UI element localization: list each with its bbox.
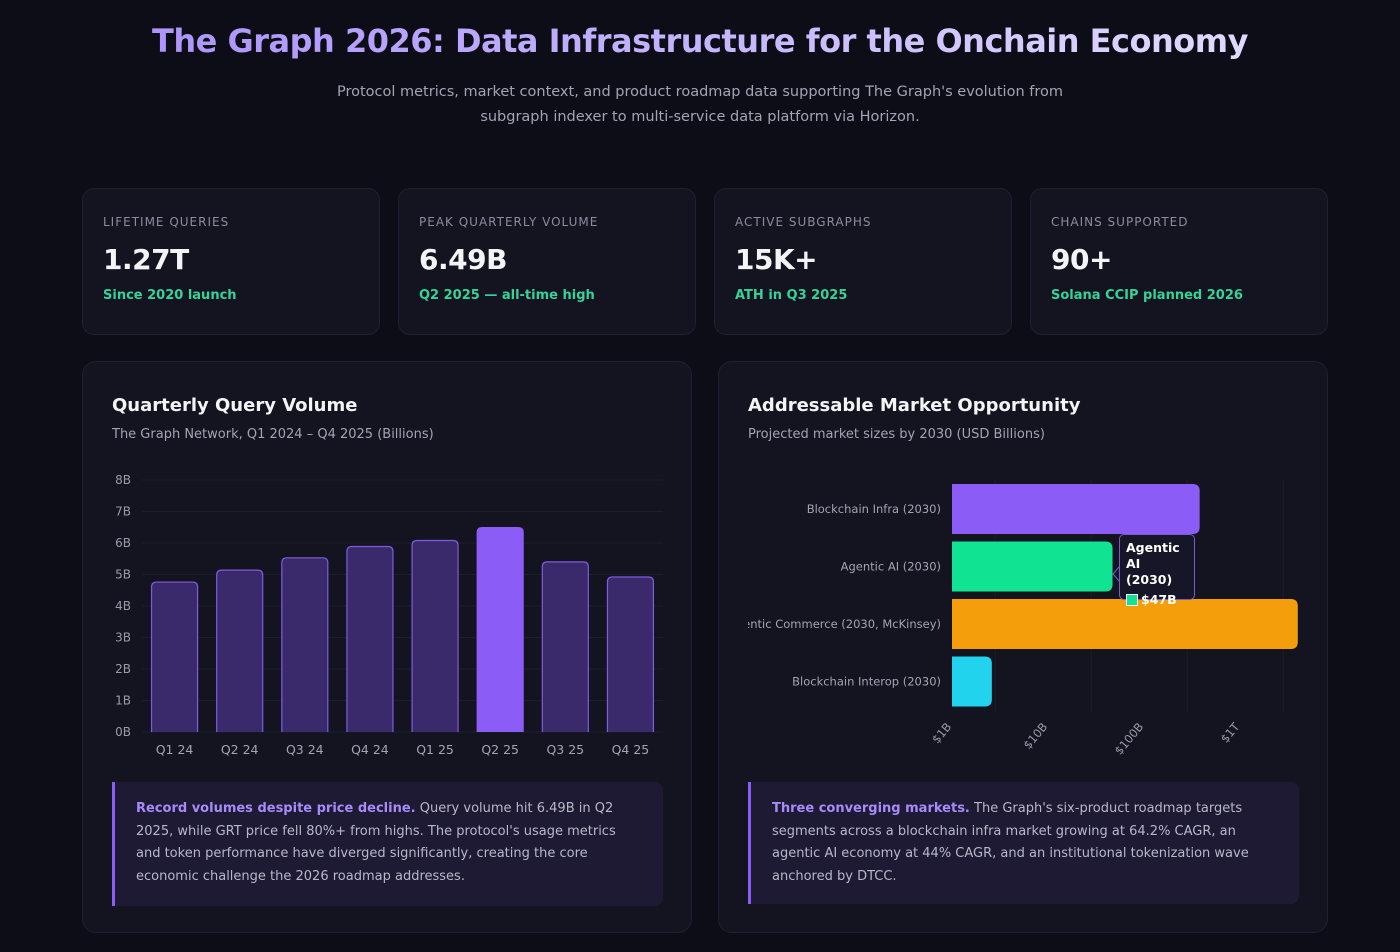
insight-note: Three converging markets. The Graph's si…: [748, 782, 1299, 904]
stat-sub: Q2 2025 — all-time high: [419, 288, 595, 303]
stat-label: PEAK QUARTERLY VOLUME: [419, 215, 599, 229]
stat-card-lifetime-queries: LIFETIME QUERIES 1.27T Since 2020 launch: [82, 188, 380, 335]
x-tick-label: Q2 25: [481, 742, 519, 757]
x-tick-label: Q2 24: [221, 742, 259, 757]
stat-card-active-subgraphs: ACTIVE SUBGRAPHS 15K+ ATH in Q3 2025: [714, 188, 1012, 335]
chart-subtitle: The Graph Network, Q1 2024 – Q4 2025 (Bi…: [112, 427, 434, 442]
chart-title: Quarterly Query Volume: [112, 395, 358, 416]
x-tick-label: Q4 25: [612, 742, 650, 757]
bar-q4-24: [346, 545, 394, 732]
tooltip-title: Agentic AI (2030): [1126, 540, 1180, 587]
x-tick-label: Q4 24: [351, 742, 389, 757]
note-heading: Three converging markets.: [772, 801, 970, 816]
bar-blockchain-infra: [952, 484, 1200, 534]
stat-value: 6.49B: [419, 243, 507, 276]
label-clip: [719, 612, 748, 642]
market-opportunity-chart[interactable]: $1B $10B $100B $1T Blockchain Infra (2030) Ag…: [719, 362, 1329, 782]
tooltip-value: $47B: [1141, 592, 1177, 607]
y-tick-label: Agentic AI (2030): [841, 560, 941, 574]
x-tick-label: Q3 25: [546, 742, 584, 757]
y-tick-label: 8B: [115, 473, 131, 487]
y-tick-label: 4B: [115, 599, 131, 613]
note-text: The Graph's six-product roadmap targets …: [772, 801, 1249, 884]
x-tick-label: Q3 24: [286, 742, 324, 757]
x-tick-label: Q1 24: [156, 742, 194, 757]
bar-q1-25: [411, 539, 459, 732]
y-tick-label: 5B: [115, 568, 131, 582]
note-text: Query volume hit 6.49B in Q2 2025, while…: [136, 801, 616, 884]
stat-value: 1.27T: [103, 243, 189, 276]
y-tick-label: Blockchain Infra (2030): [807, 502, 941, 516]
bar-q2-24: [216, 569, 264, 732]
bar-blockchain-interop: [952, 656, 992, 707]
bar-q1-24: [150, 581, 199, 732]
insight-note: Record volumes despite price decline. Qu…: [112, 782, 663, 906]
query-volume-chart[interactable]: 0B 1B 2B 3B 4B 5B 6B 7B 8B Q1 24 Q2 24 Q3 24 Q4 24 Q1…: [83, 362, 693, 782]
y-tick-label: 7B: [115, 505, 131, 519]
stat-value: 15K+: [735, 243, 818, 276]
stat-sub: Since 2020 launch: [103, 288, 237, 303]
tooltip-pointer: [1112, 566, 1120, 582]
page-subtitle: Protocol metrics, market context, and pr…: [336, 84, 1064, 125]
page-title: The Graph 2026: Data Infrastructure for …: [0, 22, 1400, 60]
stat-card-chains: CHAINS SUPPORTED 90+ Solana CCIP planned…: [1030, 188, 1328, 335]
x-tick-label: $1T: [1218, 719, 1243, 745]
stat-sub: ATH in Q3 2025: [735, 288, 848, 303]
x-tick-label: Q1 25: [416, 742, 454, 757]
chart-title: Addressable Market Opportunity: [748, 395, 1081, 416]
stat-value: 90+: [1051, 243, 1112, 276]
chart-subtitle: Projected market sizes by 2030 (USD Bill…: [748, 427, 1045, 442]
x-tick-label: $10B: [1020, 720, 1050, 752]
market-opportunity-card: $1B $10B $100B $1T Blockchain Infra (2030) Ag…: [718, 361, 1328, 933]
stat-label: CHAINS SUPPORTED: [1051, 215, 1189, 229]
stat-card-peak-volume: PEAK QUARTERLY VOLUME 6.49B Q2 2025 — al…: [398, 188, 696, 335]
y-tick-label: 3B: [115, 631, 131, 645]
bar-q4-25: [606, 576, 655, 732]
y-tick-label: 6B: [115, 536, 131, 550]
bar-agentic-ai: [952, 541, 1113, 592]
note-heading: Record volumes despite price decline.: [136, 801, 416, 816]
x-tick-label: $100B: [1112, 720, 1147, 758]
y-tick-label: 2B: [115, 662, 131, 676]
stat-label: ACTIVE SUBGRAPHS: [735, 215, 872, 229]
stat-label: LIFETIME QUERIES: [103, 215, 230, 229]
y-tick-label: 0B: [115, 725, 131, 739]
bar-q3-25: [541, 561, 589, 732]
tooltip-swatch: [1126, 593, 1138, 606]
stat-sub: Solana CCIP planned 2026: [1051, 288, 1243, 303]
x-tick-label: $1B: [929, 720, 954, 746]
chart-tooltip: Agentic AI (2030) $47B: [1119, 534, 1195, 607]
bar-q3-24: [281, 557, 329, 732]
y-tick-label: 1B: [115, 694, 131, 708]
y-tick-label: Blockchain Interop (2030): [792, 675, 941, 689]
y-tick-label: Agentic Commerce (2030, McKinsey): [728, 617, 941, 631]
query-volume-card: 0B 1B 2B 3B 4B 5B 6B 7B 8B Q1 24 Q2 24 Q3 24 Q4 24 Q1…: [82, 361, 692, 933]
bar-q2-25: [476, 526, 524, 732]
bar-agentic-commerce: [952, 599, 1298, 649]
